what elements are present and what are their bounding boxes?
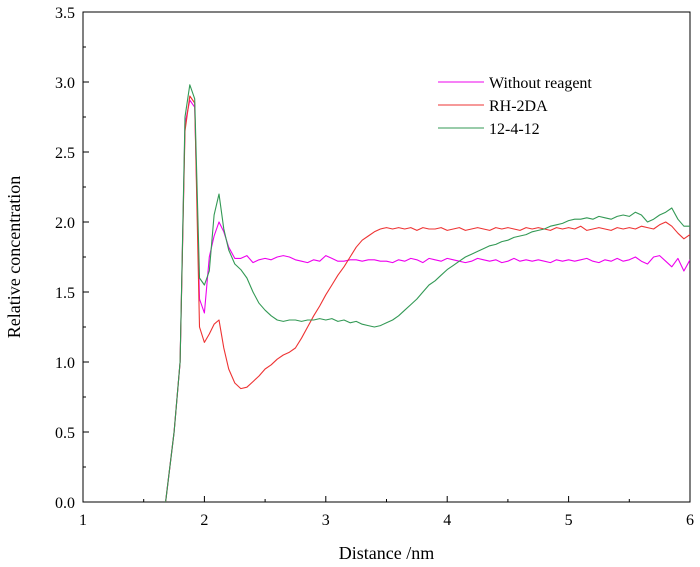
series-line-3 xyxy=(165,84,690,502)
y-tick-label: 1.0 xyxy=(55,355,75,372)
y-tick-label: 3.0 xyxy=(55,75,75,92)
y-tick-label: 3.5 xyxy=(55,5,75,22)
legend-label-3: 12-4-12 xyxy=(489,121,540,138)
legend-label-2: RH-2DA xyxy=(489,98,548,115)
series-line-2 xyxy=(165,95,690,502)
y-axis-title: Relative concentration xyxy=(4,176,24,338)
legend-label-1: Without reagent xyxy=(489,75,592,92)
x-tick-label: 2 xyxy=(200,512,208,529)
y-axis: 0.0 0.5 1.0 1.5 2.0 2.5 3.0 3.5 xyxy=(55,5,89,512)
y-tick-label: 2.0 xyxy=(55,215,75,232)
x-tick-label: 5 xyxy=(565,512,573,529)
x-tick-label: 6 xyxy=(686,512,694,529)
x-axis: 1 2 3 4 5 6 xyxy=(79,496,694,529)
y-tick-label: 0.0 xyxy=(55,495,75,512)
y-tick-label: 2.5 xyxy=(55,145,75,162)
y-tick-label: 0.5 xyxy=(55,425,75,442)
y-tick-label: 1.5 xyxy=(55,285,75,302)
series-line-1 xyxy=(165,99,690,502)
x-axis-title: Distance /nm xyxy=(339,543,434,563)
x-tick-label: 4 xyxy=(443,512,451,529)
legend: Without reagent RH-2DA 12-4-12 xyxy=(438,75,592,138)
x-tick-label: 3 xyxy=(322,512,330,529)
x-tick-label: 1 xyxy=(79,512,87,529)
series-layer xyxy=(165,84,690,502)
